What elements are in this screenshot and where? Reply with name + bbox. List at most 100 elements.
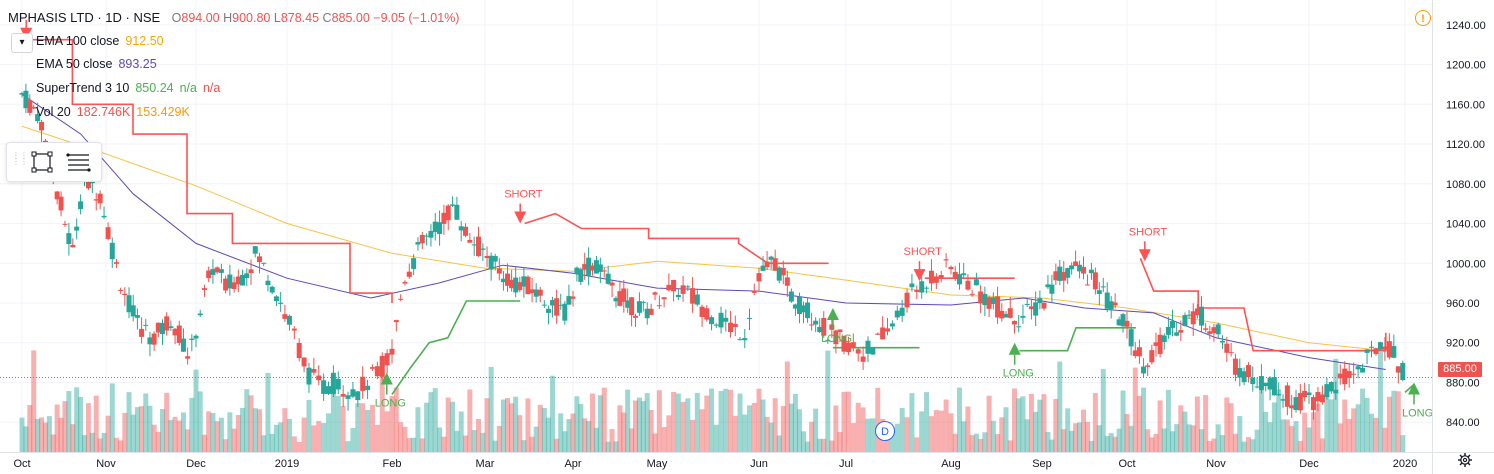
indicator-volume[interactable]: Vol 20 182.746K 153.429K [36, 105, 190, 119]
candle-body [201, 288, 207, 290]
candle-body [350, 389, 356, 397]
volume-bar [965, 406, 971, 452]
candle-body [1351, 373, 1357, 375]
candle-body [772, 258, 778, 271]
candle-body [1096, 290, 1102, 294]
warning-icon[interactable]: ! [1415, 10, 1431, 26]
volume-bar [742, 414, 748, 452]
candle-body [709, 317, 715, 325]
volume-bar [1333, 358, 1339, 452]
candle-body [105, 227, 111, 239]
volume-bar [845, 391, 851, 452]
candle-body [821, 317, 827, 336]
candle-body [550, 300, 556, 306]
volume-bar [537, 404, 543, 452]
candle-body [694, 294, 700, 305]
candle-body [1302, 390, 1308, 398]
candle-body [995, 296, 1001, 318]
indicator-ema50[interactable]: EMA 50 close 893.25 [36, 57, 157, 71]
candle-body [1280, 399, 1286, 401]
candle-body [306, 367, 312, 385]
candle-body [837, 329, 843, 333]
volume-bar [424, 402, 430, 452]
candle-body [365, 385, 371, 391]
volume-bar [709, 388, 715, 452]
candle-body [533, 289, 539, 297]
candle-body [1057, 266, 1063, 281]
time-tick-label: Dec [186, 458, 206, 470]
candle-body [1267, 377, 1273, 390]
volume-bar [441, 436, 447, 452]
candle-body [355, 391, 361, 401]
candle-body [1003, 313, 1009, 318]
volume-bar [1061, 429, 1067, 452]
candle-body [956, 274, 962, 285]
candle-body [1369, 346, 1375, 348]
volume-bar [1092, 393, 1098, 452]
rectangle-tool-icon[interactable] [29, 150, 55, 174]
volume-bar [389, 396, 395, 452]
volume-bar [550, 375, 556, 452]
volume-bar [776, 435, 782, 452]
volume-bar [1045, 431, 1051, 452]
candle-body [1033, 302, 1039, 316]
ohlc-high: H900.80 [223, 11, 271, 25]
candle-body [441, 212, 447, 224]
volume-bar [1289, 426, 1295, 452]
gear-icon[interactable] [1457, 452, 1473, 468]
volume-bar [605, 441, 611, 452]
candle-body [825, 339, 831, 341]
drag-handle-icon[interactable]: ⋮⋮ ⋮⋮ [12, 151, 28, 166]
candle-body [865, 340, 871, 354]
candle-body [1306, 392, 1312, 396]
volume-bar [1276, 389, 1282, 452]
volume-bar [699, 409, 705, 452]
indicator-supertrend[interactable]: SuperTrend 3 10 850.24 n/a n/a [36, 81, 221, 95]
volume-bar [609, 429, 615, 452]
legend-collapse-button[interactable]: ▾ [11, 33, 33, 53]
candle-body [924, 287, 930, 289]
volume-bar [1199, 429, 1205, 452]
candle-body [321, 380, 327, 394]
time-tick-label: Dec [1299, 458, 1319, 470]
candle-body [172, 328, 178, 336]
candle-body [1149, 350, 1155, 363]
volume-bar [1141, 387, 1147, 452]
volume-bar [291, 436, 297, 452]
volume-bar [574, 396, 580, 452]
candle-body [621, 288, 627, 302]
candle-body [1124, 320, 1130, 327]
text-lines-tool-icon[interactable] [65, 150, 91, 174]
candle-body [1324, 384, 1330, 398]
volume-bar [306, 399, 312, 452]
volume-bar [704, 395, 710, 452]
dividend-event-marker[interactable]: D [875, 421, 895, 441]
long-signal-label: LONG [1402, 407, 1433, 419]
volume-bar [865, 418, 871, 452]
indicator-ema100[interactable]: EMA 100 close 912.50 [36, 34, 164, 48]
volume-bar [636, 397, 642, 452]
volume-bar [1041, 394, 1047, 452]
volume-bar [160, 409, 166, 452]
candle-body [168, 326, 174, 329]
volume-bar [1346, 418, 1352, 452]
volume-bar [1395, 391, 1401, 452]
candle-body [982, 293, 988, 306]
candle-body [54, 191, 60, 200]
volume-bar [437, 427, 443, 452]
candle-body [899, 307, 905, 316]
candle-body [278, 302, 284, 304]
candle-body [625, 300, 631, 308]
candle-body [558, 304, 564, 306]
volume-bar [737, 393, 743, 452]
volume-bar [1360, 388, 1366, 452]
candle-body [860, 356, 866, 362]
volume-bar [265, 372, 271, 452]
volume-bar [345, 441, 351, 452]
volume-bar [728, 389, 734, 452]
volume-bar [1373, 417, 1379, 452]
time-tick-label: 2020 [1393, 458, 1417, 470]
candle-body [1108, 301, 1114, 310]
volume-bar [1020, 396, 1026, 452]
